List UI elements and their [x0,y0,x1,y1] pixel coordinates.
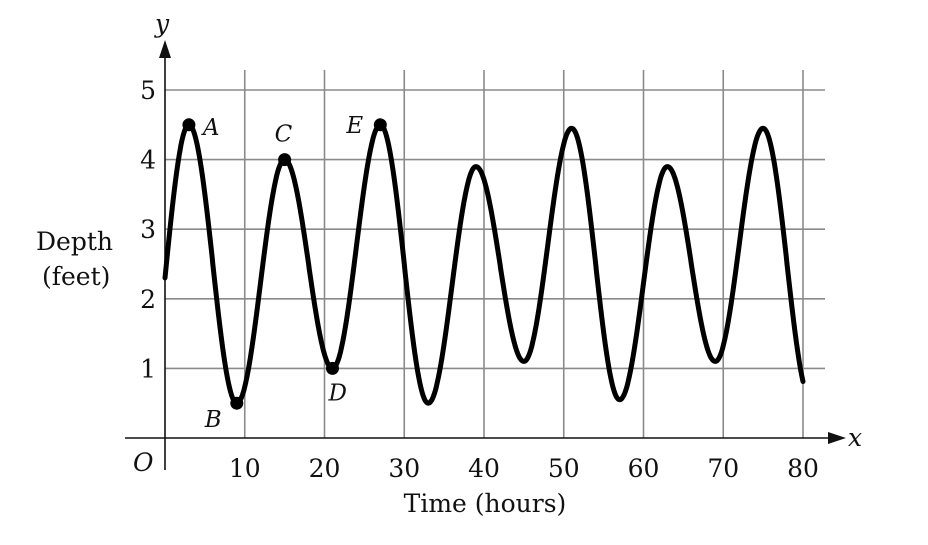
point-E [373,118,387,132]
grid [165,70,825,438]
y-axis-variable: y [154,9,170,38]
y-tick-label: 5 [140,76,156,105]
x-axis-arrow [828,432,846,444]
point-label-C: C [275,122,293,148]
depth-curve [162,122,806,406]
x-tick-label: 10 [229,454,261,483]
x-tick-label: 70 [707,454,739,483]
origin-label: O [133,448,154,477]
x-tick-label: 60 [628,454,660,483]
point-label-D: D [327,380,346,406]
y-tick-label: 2 [140,285,156,314]
x-axis-label: Time (hours) [404,489,567,518]
x-tick-label: 40 [468,454,500,483]
labeled-points: A B C D E [182,113,387,433]
point-label-B: B [204,407,222,433]
x-axis-variable: x [848,423,862,452]
x-tick-label: 50 [548,454,580,483]
point-B [230,396,244,410]
y-axis-label-line-1: Depth [36,227,113,256]
y-axis-arrow [159,40,171,58]
y-axis-label-line-2: (feet) [42,262,110,291]
point-A [182,118,196,132]
y-tick-label: 1 [140,354,156,383]
x-tick-label: 20 [309,454,341,483]
x-tick-label: 80 [787,454,819,483]
point-D [325,361,339,375]
x-tick-label: 30 [388,454,420,483]
point-label-A: A [201,115,220,141]
y-tick-label: 4 [140,146,156,175]
point-C [278,153,292,167]
point-label-E: E [345,113,363,139]
y-tick-label: 3 [140,215,156,244]
tick-labels: 10 20 30 40 50 60 70 80 1 2 3 4 5 [140,76,819,483]
